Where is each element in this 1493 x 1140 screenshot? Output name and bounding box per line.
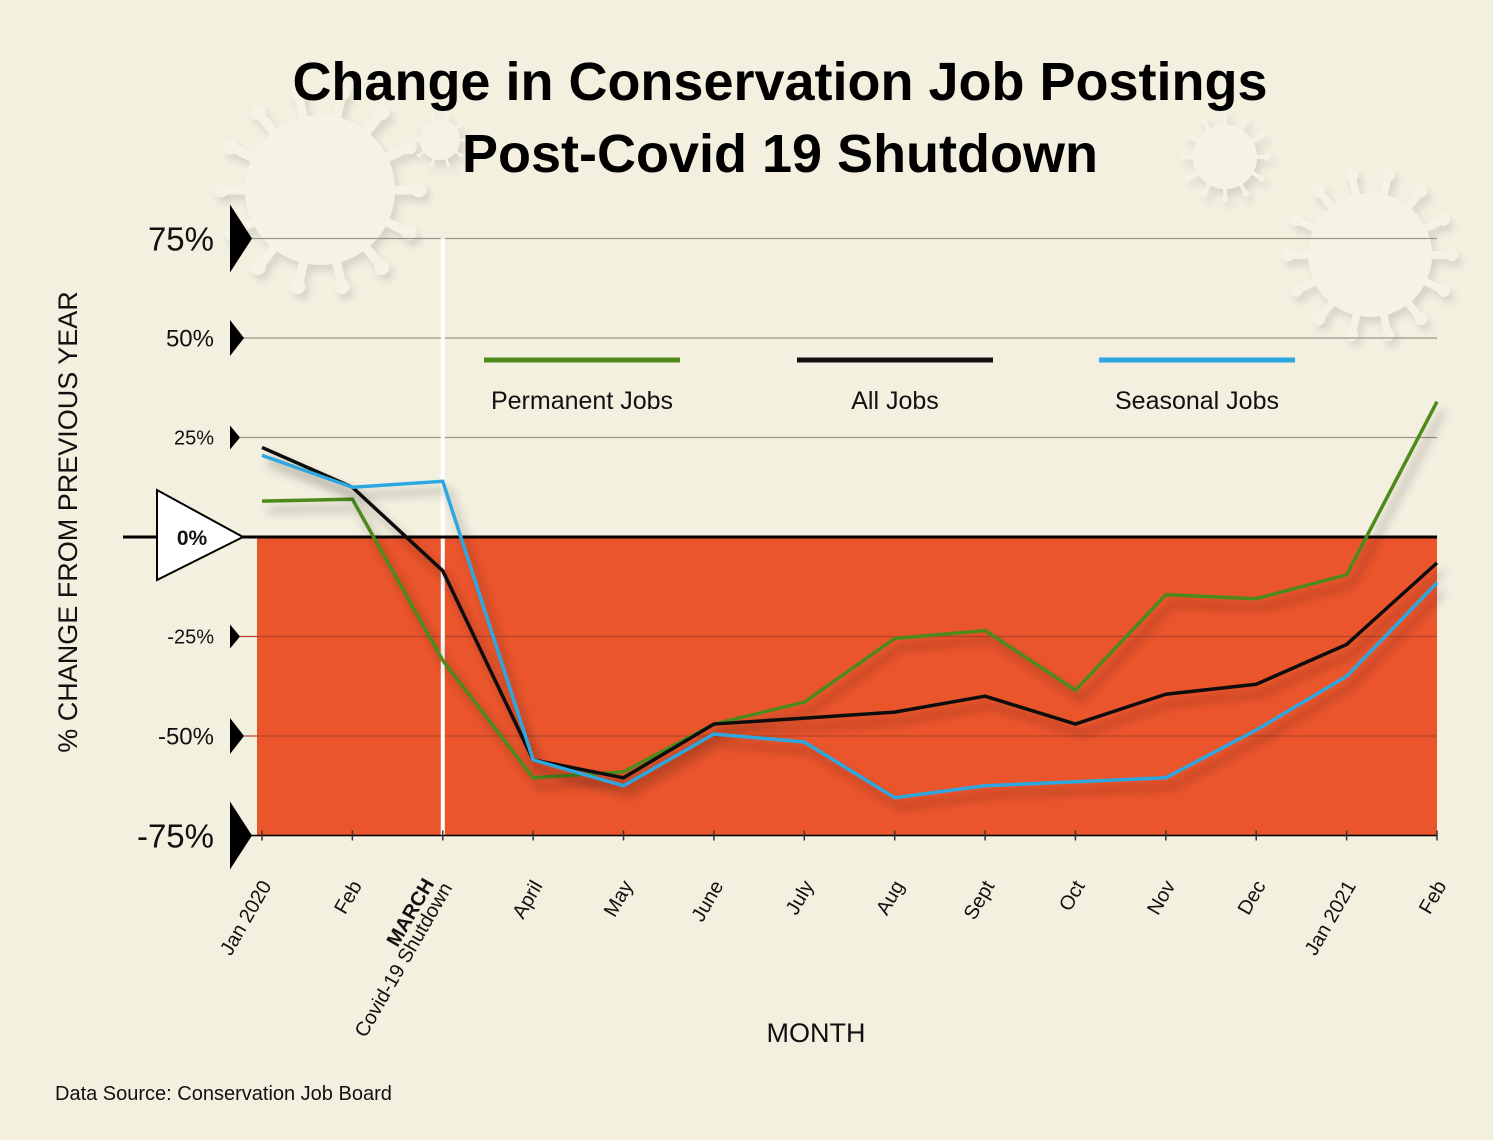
y-tick-marker <box>230 320 244 356</box>
y-tick-label: 75% <box>148 220 214 257</box>
virus-icon <box>411 112 469 168</box>
y-tick-marker <box>230 425 240 450</box>
series-line-permanent-jobs <box>261 400 1439 780</box>
x-tick-label: April <box>508 877 547 923</box>
zero-marker <box>156 488 246 582</box>
y-tick-marker <box>230 204 252 273</box>
x-tick-label: Jan 2021 <box>1301 877 1361 959</box>
virus-icon <box>213 85 427 295</box>
x-tick-label: Oct <box>1055 877 1090 915</box>
series-line-all-jobs <box>261 445 1439 780</box>
legend-label: Permanent Jobs <box>491 387 673 415</box>
y-tick-label: -25% <box>167 627 214 649</box>
y-axis-title: % CHANGE FROM PREVIOUS YEAR <box>53 291 83 753</box>
x-tick-label: Sept <box>960 877 1000 924</box>
series-lines <box>261 400 1439 800</box>
plot-area <box>123 237 1437 837</box>
chart-title-line-1: Change in Conservation Job Postings <box>292 52 1267 112</box>
x-tick-label: July <box>782 877 819 919</box>
x-tick-label: Aug <box>872 877 909 919</box>
virus-icon <box>1179 111 1271 203</box>
y-tick-label: 0% <box>177 527 208 550</box>
virus-decorations <box>213 85 1459 341</box>
data-source: Data Source: Conservation Job Board <box>55 1083 392 1105</box>
x-axis-title: MONTH <box>767 1018 866 1048</box>
x-tick-label: June <box>688 877 729 926</box>
chart-title-line-2: Post-Covid 19 Shutdown <box>462 124 1098 184</box>
x-tick-label: Feb <box>330 877 366 918</box>
x-tick-label: Jan 2020 <box>216 877 276 959</box>
y-tick-label: 50% <box>166 326 214 353</box>
x-tick-label: Feb <box>1415 877 1451 918</box>
legend-label: All Jobs <box>851 387 939 415</box>
x-tick-label: Nov <box>1143 877 1180 919</box>
y-tick-label: -50% <box>158 724 214 751</box>
legend: Permanent Jobs All Jobs Seasonal Jobs <box>484 357 1295 415</box>
series-line-seasonal-jobs <box>261 453 1439 800</box>
y-tick-label: 25% <box>174 428 214 450</box>
virus-icon <box>1281 169 1459 341</box>
y-tick-marker <box>230 624 240 649</box>
y-axis: 75% 50% 25% 0% -25% -50% -75% <box>137 204 252 870</box>
y-tick-marker <box>230 801 252 870</box>
y-tick-label: -75% <box>137 817 214 854</box>
y-tick-marker <box>230 718 244 754</box>
legend-label: Seasonal Jobs <box>1115 387 1279 415</box>
negative-region <box>257 537 1437 836</box>
x-tick-label: May <box>600 877 638 921</box>
x-tick-label: Dec <box>1234 877 1271 919</box>
